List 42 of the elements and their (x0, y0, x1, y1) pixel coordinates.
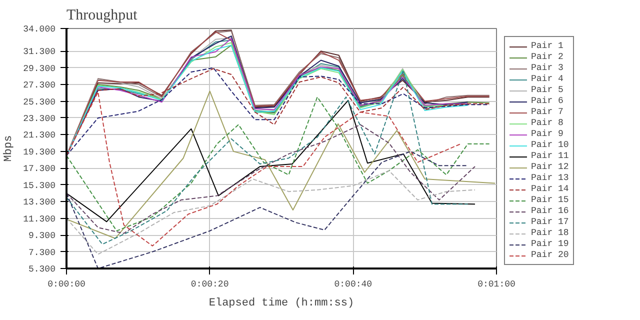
y-tick-label: 5.300 (28, 264, 56, 274)
legend-label: Pair 1 (531, 41, 564, 51)
y-tick-label: 11.300 (23, 214, 56, 224)
x-tick-label: 0:00:40 (334, 280, 372, 290)
y-tick-label: 21.300 (23, 130, 56, 141)
legend-label: Pair 19 (531, 239, 569, 249)
legend-label: Pair 16 (531, 206, 569, 216)
legend-label: Pair 9 (531, 129, 564, 139)
y-tick-label: 15.300 (23, 180, 56, 191)
x-axis-title: Elapsed time (h:mm:ss) (208, 298, 354, 310)
y-tick-label: 25.300 (23, 97, 56, 108)
legend-label: Pair 7 (531, 107, 564, 117)
legend-label: Pair 8 (531, 118, 564, 128)
legend-label: Pair 12 (531, 162, 569, 172)
legend-label: Pair 13 (531, 173, 569, 183)
x-tick-label: 0:00:00 (48, 280, 86, 290)
y-tick-label: 23.300 (23, 114, 56, 124)
x-tick-label: 0:01:00 (478, 280, 516, 290)
legend-label: Pair 10 (531, 140, 569, 150)
legend-label: Pair 11 (531, 151, 569, 161)
y-tick-label: 9.300 (28, 231, 56, 242)
legend-label: Pair 18 (531, 228, 569, 238)
y-tick-label: 29.300 (23, 64, 56, 74)
y-tick-label: 31.300 (23, 47, 56, 58)
y-tick-label: 7.300 (28, 248, 56, 258)
legend-label: Pair 15 (531, 195, 569, 205)
y-tick-label: 19.300 (23, 147, 56, 158)
legend-label: Pair 3 (531, 63, 564, 73)
legend-label: Pair 2 (531, 52, 564, 62)
legend-label: Pair 6 (531, 96, 564, 106)
chart-title: Throughput (66, 8, 138, 24)
legend-label: Pair 5 (531, 85, 564, 95)
x-tick-label: 0:00:20 (190, 280, 229, 290)
legend-label: Pair 17 (531, 217, 569, 227)
y-tick-label: 17.300 (23, 164, 56, 174)
y-tick-label: 34.000 (23, 24, 56, 34)
legend-label: Pair 20 (531, 250, 569, 260)
y-tick-label: 13.300 (23, 198, 56, 208)
y-axis-title: Mbps (3, 135, 16, 162)
y-tick-label: 27.300 (23, 80, 56, 91)
legend-label: Pair 4 (531, 74, 564, 84)
legend-label: Pair 14 (531, 184, 569, 194)
